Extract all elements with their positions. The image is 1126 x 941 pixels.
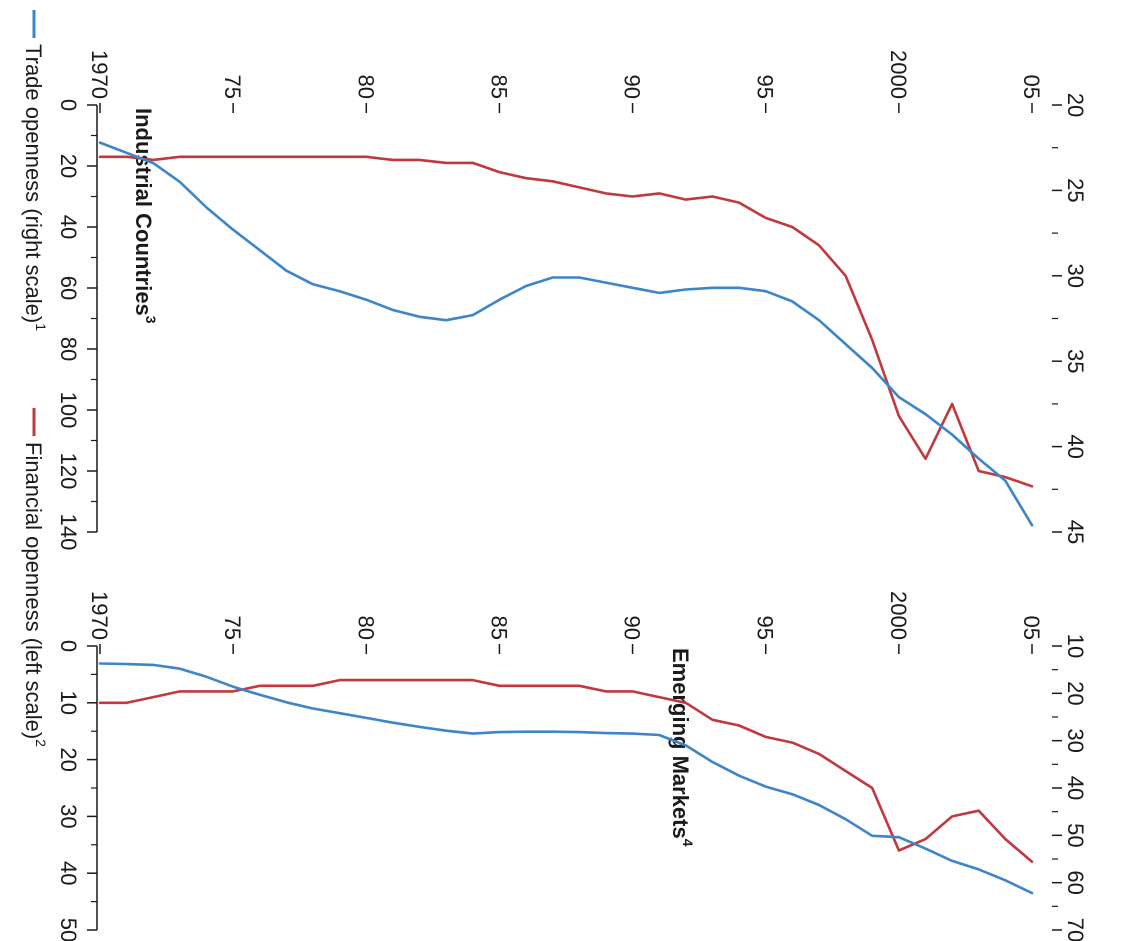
trade-openness-line [98,662,1034,895]
time-axis-tick-label: 90 [620,616,645,640]
trade-openness-line [98,141,1034,527]
emerging-axes: 0 10 20 30 40 50 10 20 30 40 50 60 70 1970 75 80 85 90 95 2… [56,591,1088,941]
left-axis-tick-label: 40 [56,215,81,239]
right-axis-tick-label: 60 [1063,870,1088,894]
time-axis-tick-label: 75 [220,75,245,99]
time-axis-tick-label: 95 [753,616,778,640]
left-axis-tick-label: 0 [56,640,81,652]
left-axis-tick-label: 40 [56,861,81,885]
time-axis-tick-label: 1970 [87,50,112,99]
time-axis-tick-label: 05 [1019,616,1044,640]
legend: Trade openness (right scale)1 Financial … [21,10,49,747]
right-axis-tick-label: 40 [1063,776,1088,800]
time-axis-tick-label: 05 [1019,75,1044,99]
right-axis-tick-label: 45 [1063,520,1088,544]
right-axis-tick-label: 25 [1063,178,1088,202]
right-axis-tick-label: 35 [1063,349,1088,373]
right-axis-tick-label: 30 [1063,728,1088,752]
time-axis-tick-label: 85 [486,616,511,640]
time-axis-tick-label: 2000 [886,591,911,640]
left-axis-tick-label: 30 [56,804,81,828]
emerging-markets-panel: Emerging Markets4 0 10 20 30 40 50 10 20 30 40 50 6… [56,591,1088,941]
time-axis-tick-label: 85 [486,75,511,99]
right-axis-tick-label: 70 [1063,918,1088,941]
time-axis-tick-label: 75 [220,616,245,640]
time-axis-tick-label: 1970 [87,591,112,640]
time-axis-tick-label: 95 [753,75,778,99]
right-axis-tick-label: 20 [1063,93,1088,117]
time-axis-tick-label: 2000 [886,50,911,99]
panel-title-industrial: Industrial Countries3 [131,108,159,324]
left-axis-tick-label: 10 [56,691,81,715]
time-axis-tick-label: 80 [353,616,378,640]
right-axis-tick-label: 20 [1063,681,1088,705]
panel-title-emerging: Emerging Markets4 [668,648,696,847]
right-axis-tick-label: 10 [1063,634,1088,658]
left-axis-tick-label: 20 [56,747,81,771]
right-axis-tick-label: 50 [1063,823,1088,847]
left-axis-tick-label: 80 [56,337,81,361]
financial-openness-line [98,155,1034,488]
legend-trade-label: Trade openness (right scale)1 [21,44,49,331]
industrial-countries-panel: Industrial Countries3 0 20 40 60 80 100 120 140… [56,50,1088,551]
time-axis-tick-label: 80 [353,75,378,99]
left-axis-tick-label: 20 [56,154,81,178]
legend-financial-label: Financial openness (left scale)2 [21,442,49,747]
left-axis-tick-label: 100 [56,392,81,429]
left-axis-tick-label: 60 [56,276,81,300]
left-axis-tick-label: 0 [56,99,81,111]
right-axis-tick-label: 30 [1063,264,1088,288]
financial-openness-line [98,678,1034,864]
left-axis-tick-label: 50 [56,918,81,941]
industrial-axes: 0 20 40 60 80 100 120 140 20 25 30 35 40 45 1970 75 80 85… [56,50,1088,551]
right-axis-tick-label: 40 [1063,434,1088,458]
emerging-series [98,662,1034,895]
left-axis-tick-label: 140 [56,514,81,551]
industrial-series [98,141,1034,527]
time-axis-tick-label: 90 [620,75,645,99]
left-axis-tick-label: 120 [56,453,81,490]
